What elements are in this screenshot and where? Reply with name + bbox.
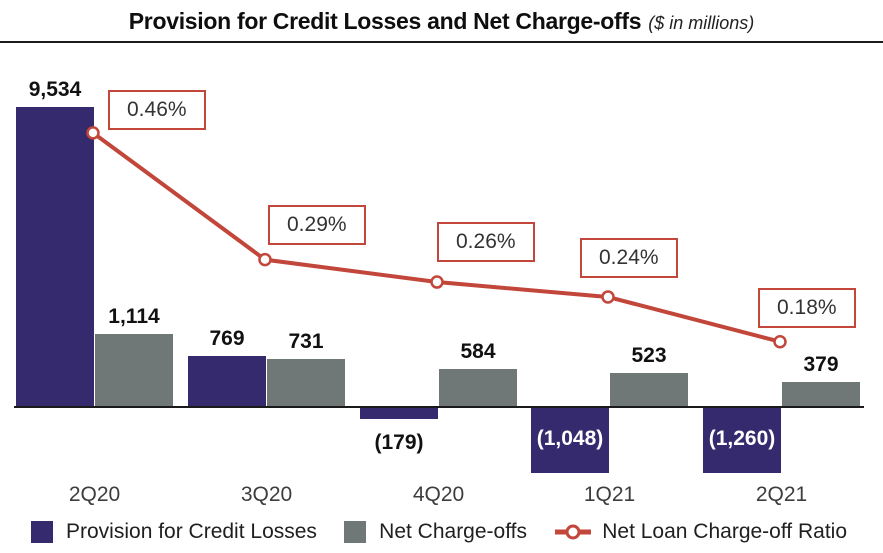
bar-net-charge-offs-4q20 <box>439 368 517 407</box>
ratio-marker-2q21 <box>773 334 787 349</box>
ratio-marker-1q21 <box>601 290 615 304</box>
value-label-provision-4q20: (179) <box>374 430 424 454</box>
x-label-1q21: 1Q21 <box>583 483 636 506</box>
bar-net-charge-offs-3q20 <box>267 358 345 407</box>
value-label-provision-1q21: (1,048) <box>536 427 604 450</box>
legend-label-provision: Provision for Credit Losses <box>66 520 317 543</box>
x-label-3q20: 3Q20 <box>240 483 293 506</box>
x-label-2q21: 2Q21 <box>755 483 808 506</box>
ratio-label-1q21: 0.24% <box>580 237 678 278</box>
net-charge-offs-swatch-icon <box>344 521 367 543</box>
ratio-label-4q20: 0.26% <box>437 222 535 263</box>
chart-title: Provision for Credit Losses and Net Char… <box>0 0 883 35</box>
legend-item-provision: Provision for Credit Losses <box>31 520 317 544</box>
title-divider <box>0 41 883 43</box>
chart-title-main: Provision for Credit Losses and Net Char… <box>128 8 642 34</box>
bar-provision-3q20 <box>188 356 266 407</box>
value-label-net-charge-offs-3q20: 731 <box>288 329 324 353</box>
legend-item-ratio: Net Loan Charge-off Ratio <box>554 520 847 544</box>
legend-label-net-charge-offs: Net Charge-offs <box>379 520 528 543</box>
legend-label-ratio: Net Loan Charge-off Ratio <box>602 520 847 543</box>
ratio-label-2q21: 0.18% <box>758 287 856 328</box>
ratio-label-3q20: 0.29% <box>268 204 366 245</box>
ratio-label-2q20: 0.46% <box>108 89 206 130</box>
value-label-net-charge-offs-1q21: 523 <box>631 343 667 367</box>
bar-provision-4q20 <box>360 407 438 419</box>
ratio-marker-3q20 <box>258 252 272 267</box>
value-label-net-charge-offs-4q20: 584 <box>460 339 496 363</box>
bar-provision-2q21 <box>703 407 781 473</box>
legend: Provision for Credit Losses Net Charge-o… <box>0 514 883 550</box>
chart-title-unit-note: ($ in millions) <box>648 13 755 33</box>
value-label-net-charge-offs-2q21: 379 <box>803 353 839 377</box>
x-label-2q20: 2Q20 <box>68 483 121 506</box>
x-label-4q20: 4Q20 <box>412 483 465 506</box>
legend-item-net-charge-offs: Net Charge-offs <box>344 520 527 544</box>
value-label-provision-2q20: 9,534 <box>28 78 82 101</box>
value-label-provision-2q21: (1,260) <box>708 427 776 450</box>
ratio-line-marker-icon <box>554 522 592 542</box>
bar-provision-1q21 <box>531 407 609 473</box>
bar-net-charge-offs-2q21 <box>782 382 860 407</box>
provision-swatch-icon <box>31 521 53 543</box>
bar-net-charge-offs-1q21 <box>610 372 688 407</box>
bar-net-charge-offs-2q20 <box>95 333 173 407</box>
value-label-net-charge-offs-2q20: 1,114 <box>108 304 160 328</box>
bar-provision-2q20 <box>16 107 94 407</box>
ratio-marker-4q20 <box>430 275 444 289</box>
